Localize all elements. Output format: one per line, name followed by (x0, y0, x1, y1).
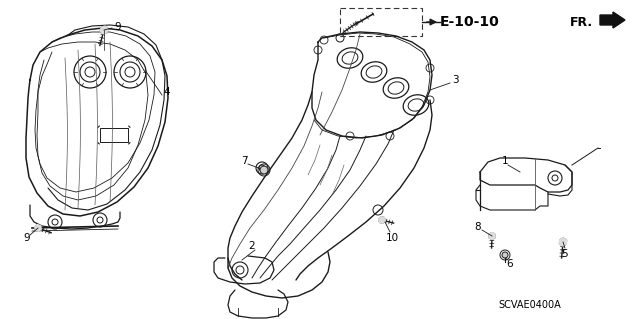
Polygon shape (559, 238, 566, 246)
Text: SCVAE0400A: SCVAE0400A (499, 300, 561, 310)
Text: FR.: FR. (570, 16, 593, 28)
Text: 5: 5 (562, 249, 568, 259)
Text: E-10-10: E-10-10 (440, 15, 500, 29)
Bar (100, 128, 128, 142)
Polygon shape (489, 233, 495, 240)
Text: 6: 6 (507, 259, 513, 269)
Text: 9: 9 (115, 22, 122, 32)
Circle shape (260, 166, 268, 174)
Text: 3: 3 (452, 75, 458, 85)
Polygon shape (100, 26, 108, 34)
Text: 9: 9 (24, 233, 30, 243)
Text: 7: 7 (241, 156, 247, 166)
Text: 4: 4 (164, 87, 170, 97)
Text: 10: 10 (385, 233, 399, 243)
Polygon shape (379, 217, 385, 223)
Text: 2: 2 (249, 241, 255, 251)
Text: 1: 1 (502, 156, 508, 166)
Text: 8: 8 (475, 222, 481, 232)
Circle shape (502, 252, 508, 258)
Bar (340, 8, 422, 36)
Polygon shape (35, 225, 42, 232)
FancyArrow shape (600, 12, 625, 28)
